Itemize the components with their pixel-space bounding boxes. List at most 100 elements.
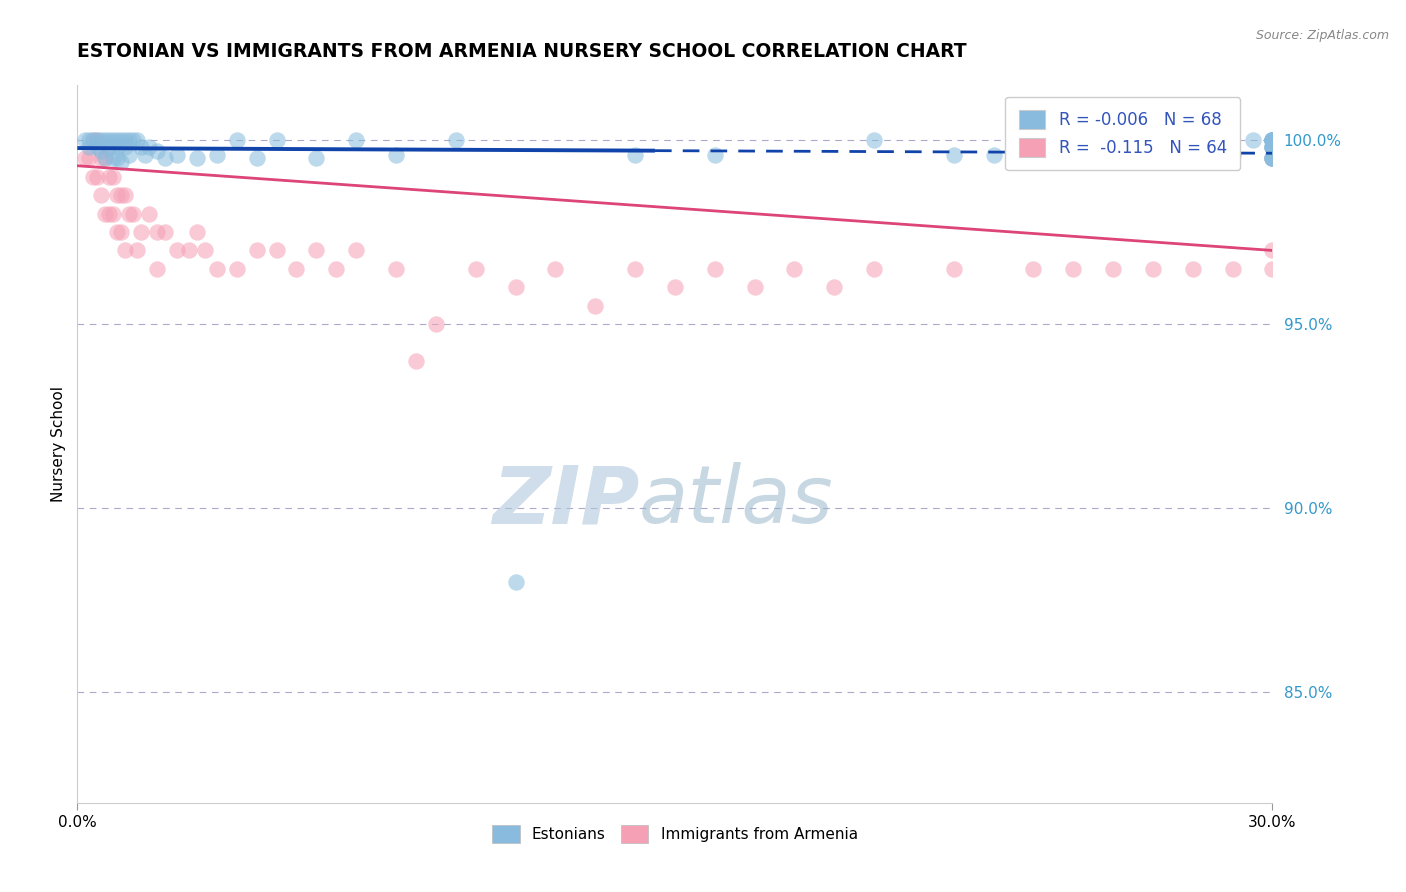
Point [90, 188, 112, 202]
Point [1261, 140, 1284, 154]
Point [90, 152, 112, 166]
Point [86, 140, 108, 154]
Point [385, 147, 408, 161]
Point [153, 152, 176, 166]
Point [344, 244, 367, 258]
Y-axis label: Nursery School: Nursery School [51, 385, 66, 502]
Point [86, 133, 108, 147]
Point [82, 169, 104, 184]
Point [1261, 133, 1284, 147]
Point [166, 147, 188, 161]
Point [94, 152, 117, 166]
Point [664, 280, 686, 294]
Point [86, 169, 108, 184]
Point [325, 261, 347, 276]
Point [105, 188, 128, 202]
Point [110, 225, 132, 239]
Point [266, 133, 288, 147]
Point [1261, 133, 1284, 147]
Point [1062, 261, 1084, 276]
Point [1261, 133, 1284, 147]
Point [1261, 261, 1284, 276]
Point [138, 206, 160, 220]
Point [114, 188, 136, 202]
Point [624, 261, 647, 276]
Point [110, 133, 132, 147]
Point [1142, 261, 1164, 276]
Point [75, 133, 97, 147]
Point [153, 225, 176, 239]
Point [863, 133, 886, 147]
Point [1261, 152, 1284, 166]
Point [105, 133, 128, 147]
Point [425, 317, 447, 331]
Point [129, 140, 152, 154]
Point [90, 133, 112, 147]
Point [118, 133, 141, 147]
Point [305, 244, 328, 258]
Point [1241, 133, 1264, 147]
Point [305, 152, 328, 166]
Point [103, 169, 124, 184]
Point [94, 206, 117, 220]
Point [1181, 261, 1204, 276]
Point [1261, 152, 1284, 166]
Point [1261, 244, 1284, 258]
Point [103, 206, 124, 220]
Point [205, 147, 228, 161]
Point [385, 261, 408, 276]
Point [79, 152, 101, 166]
Point [863, 261, 886, 276]
Point [624, 147, 647, 161]
Point [225, 261, 247, 276]
Point [983, 147, 1005, 161]
Point [1261, 133, 1284, 147]
Point [79, 140, 101, 154]
Point [246, 244, 269, 258]
Point [464, 261, 486, 276]
Point [103, 152, 124, 166]
Point [103, 133, 124, 147]
Point [505, 574, 527, 589]
Point [105, 225, 128, 239]
Point [122, 133, 145, 147]
Point [127, 133, 149, 147]
Point [114, 140, 136, 154]
Point [1261, 152, 1284, 166]
Point [544, 261, 567, 276]
Point [405, 354, 427, 368]
Point [194, 244, 217, 258]
Point [186, 225, 208, 239]
Point [118, 206, 141, 220]
Point [146, 225, 169, 239]
Point [266, 244, 288, 258]
Point [75, 152, 97, 166]
Point [118, 147, 141, 161]
Point [138, 140, 160, 154]
Point [1261, 140, 1284, 154]
Point [105, 152, 128, 166]
Point [98, 140, 121, 154]
Point [122, 206, 145, 220]
Point [505, 280, 527, 294]
Point [823, 280, 845, 294]
Point [1102, 133, 1125, 147]
Point [1222, 261, 1244, 276]
Point [1261, 133, 1284, 147]
Point [177, 244, 200, 258]
Point [166, 244, 188, 258]
Point [1261, 140, 1284, 154]
Point [1142, 147, 1164, 161]
Point [1261, 152, 1284, 166]
Point [703, 261, 725, 276]
Point [86, 133, 108, 147]
Point [186, 152, 208, 166]
Point [205, 261, 228, 276]
Point [1202, 147, 1225, 161]
Point [444, 133, 467, 147]
Point [942, 261, 965, 276]
Point [94, 152, 117, 166]
Point [82, 133, 104, 147]
Point [783, 261, 806, 276]
Point [146, 261, 169, 276]
